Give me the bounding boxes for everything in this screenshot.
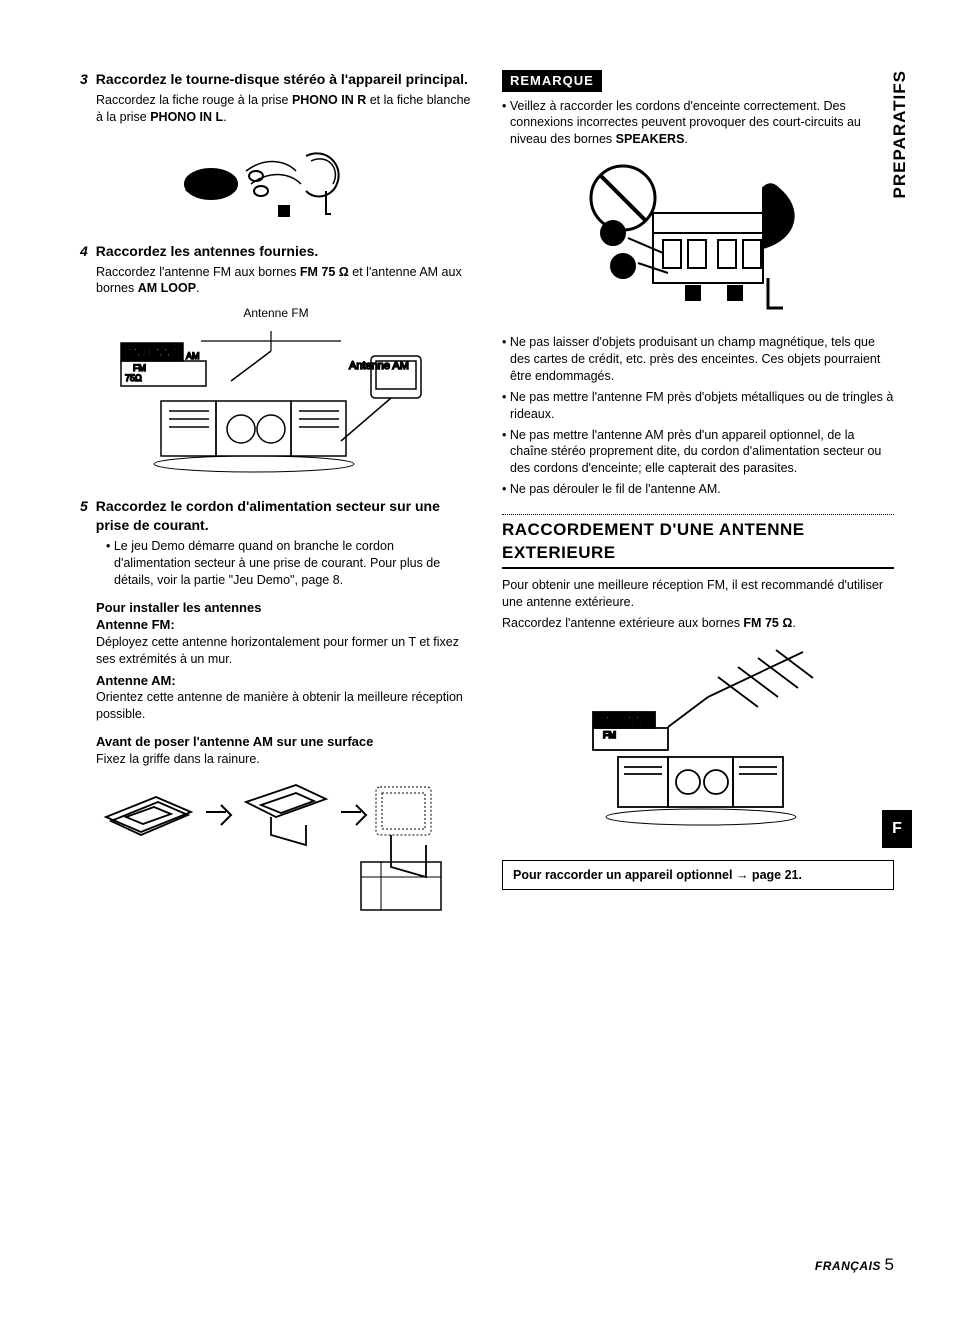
figure-am-mount <box>96 777 472 917</box>
ext-p2: Raccordez l'antenne extérieure aux borne… <box>502 615 894 632</box>
svg-text:75Ω: 75Ω <box>125 373 142 383</box>
divider-solid <box>502 567 894 569</box>
step-number: 3 <box>80 70 88 89</box>
am-antenna-label: Antenne AM <box>349 360 409 372</box>
bold-text: FM 75 Ω <box>743 616 792 630</box>
callout-optional: Pour raccorder un appareil optionnel → p… <box>502 860 894 891</box>
figure-phono: PHONO IN ⊙ <box>80 136 472 226</box>
page-footer: FRANÇAIS 5 <box>815 1254 894 1277</box>
am-body: Orientez cette antenne de manière à obte… <box>96 689 472 723</box>
svg-text:L: L <box>732 289 738 300</box>
text: Ne pas mettre l'antenne AM près d'un app… <box>510 428 882 476</box>
footer-page-number: 5 <box>885 1255 894 1274</box>
text: Raccordez la fiche rouge à la prise <box>96 93 292 107</box>
step-number: 4 <box>80 242 88 261</box>
bold-text: PHONO IN R <box>292 93 366 107</box>
step-title: Raccordez les antennes fournies. <box>96 242 319 261</box>
remarque-bullet: • Ne pas laisser d'objets produisant un … <box>502 334 894 385</box>
svg-text:IN: IN <box>209 190 219 200</box>
svg-text:⊙: ⊙ <box>281 207 288 216</box>
remarque-badge: REMARQUE <box>502 70 602 92</box>
right-column: REMARQUE • Veillez à raccorder les cordo… <box>502 70 894 933</box>
svg-text:R: R <box>689 289 697 300</box>
divider-dotted <box>502 514 894 515</box>
bold-text: FM 75 Ω <box>300 265 349 279</box>
text: . <box>196 281 199 295</box>
svg-text:FM: FM <box>603 730 616 740</box>
text: Le jeu Demo démarre quand on branche le … <box>114 539 440 587</box>
footer-lang: FRANÇAIS <box>815 1259 881 1273</box>
am-head: Antenne AM: <box>96 672 472 690</box>
before-head: Avant de poser l'antenne AM sur une surf… <box>96 733 472 751</box>
remarque-bullet-1: • Veillez à raccorder les cordons d'ence… <box>502 98 894 149</box>
bold-text: AM LOOP <box>138 281 196 295</box>
step-4-body: Raccordez l'antenne FM aux bornes FM 75 … <box>96 264 472 298</box>
language-tab: F <box>882 810 912 848</box>
remarque-bullet: • Ne pas dérouler le fil de l'antenne AM… <box>502 481 894 498</box>
text: . <box>684 132 687 146</box>
svg-text:FM: FM <box>133 363 146 373</box>
section-h2: RACCORDEMENT D'UNE ANTENNE EXTERIEURE <box>502 519 894 565</box>
text: . <box>223 110 226 124</box>
fm-body: Déployez cette antenne horizontalement p… <box>96 634 472 668</box>
figure-antennas: ANTENNA FM 75Ω AM Antenne AM <box>80 331 472 481</box>
svg-text:AM: AM <box>186 351 200 361</box>
step-3-body: Raccordez la fiche rouge à la prise PHON… <box>96 92 472 126</box>
svg-text:+: + <box>608 225 616 241</box>
section-header-vertical: PREPARATIFS <box>889 70 912 198</box>
fm-antenna-label: Antenne FM <box>80 305 472 321</box>
text: Raccordez l'antenne extérieure aux borne… <box>502 616 743 630</box>
step-5-heading: 5 Raccordez le cordon d'alimentation sec… <box>80 497 472 535</box>
step-3-heading: 3 Raccordez le tourne-disque stéréo à l'… <box>80 70 472 89</box>
fm-head: Antenne FM: <box>96 616 472 634</box>
step-5-bullet: • Le jeu Demo démarre quand on branche l… <box>106 538 472 589</box>
svg-text:−: − <box>618 258 627 275</box>
step-number: 5 <box>80 497 88 535</box>
svg-text:ANTENNA: ANTENNA <box>596 715 651 727</box>
bold-text: PHONO IN L <box>150 110 223 124</box>
figure-speaker-wiring: + − R L <box>502 158 894 318</box>
page-content: 3 Raccordez le tourne-disque stéréo à l'… <box>0 0 954 983</box>
step-4-heading: 4 Raccordez les antennes fournies. <box>80 242 472 261</box>
text: Ne pas laisser d'objets produisant un ch… <box>510 335 880 383</box>
text: Ne pas dérouler le fil de l'antenne AM. <box>510 482 721 496</box>
step-title: Raccordez le cordon d'alimentation secte… <box>96 497 472 535</box>
antenna-terminal-label: ANTENNA <box>124 347 179 359</box>
remarque-bullet: • Ne pas mettre l'antenne AM près d'un a… <box>502 427 894 478</box>
text: Ne pas mettre l'antenne FM près d'objets… <box>510 390 893 421</box>
before-body: Fixez la griffe dans la rainure. <box>96 751 472 768</box>
figure-external-antenna: ANTENNA FM <box>502 642 894 842</box>
step-title: Raccordez le tourne-disque stéréo à l'ap… <box>96 70 468 89</box>
bold-text: SPEAKERS <box>616 132 685 146</box>
remarque-bullet: • Ne pas mettre l'antenne FM près d'obje… <box>502 389 894 423</box>
install-title: Pour installer les antennes <box>96 599 472 617</box>
text: Raccordez l'antenne FM aux bornes <box>96 265 300 279</box>
ext-p1: Pour obtenir une meilleure réception FM,… <box>502 577 894 611</box>
text: . <box>792 616 795 630</box>
left-column: 3 Raccordez le tourne-disque stéréo à l'… <box>80 70 472 933</box>
